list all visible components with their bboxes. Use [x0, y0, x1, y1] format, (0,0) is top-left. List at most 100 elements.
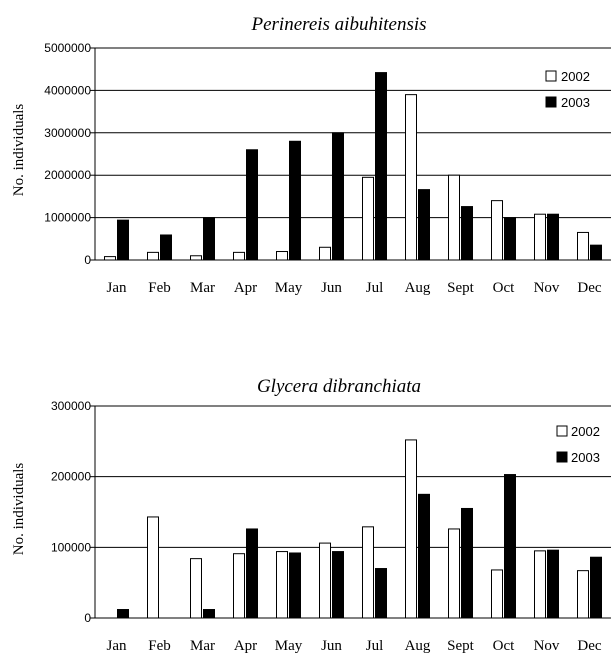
x-tick-labels: Jan Feb Mar Apr May Jun Jul Aug Sept Oct Nov Dec [107, 280, 602, 296]
bar-2003-aug [418, 189, 430, 261]
chart-glycera: Glycera dibranchiata No. individuals 0 10… [11, 376, 611, 654]
bar-2003-mar [203, 609, 215, 619]
legend-swatch-2003 [556, 451, 568, 463]
y-tick-label: 100000 [51, 540, 91, 554]
x-tick-label: May [275, 638, 303, 654]
bar-2002-nov [534, 213, 546, 261]
bar-2003-jul [375, 72, 387, 261]
bar-2002-oct [491, 569, 503, 619]
bar-2003-dec [590, 244, 602, 261]
y-tick-label: 300000 [51, 399, 91, 413]
x-tick-label: Feb [148, 638, 171, 654]
x-tick-label: Dec [577, 638, 601, 654]
y-axis-label: No. individuals [11, 104, 27, 197]
bar-2002-aug [405, 439, 417, 619]
bar-2002-jan [104, 256, 116, 261]
y-tick-labels: 0 100000 200000 300000 [51, 399, 91, 625]
gridlines [90, 405, 611, 619]
bar-2002-mar [190, 558, 202, 619]
x-tick-label: Oct [493, 280, 515, 296]
chart-title: Perinereis aibuhitensis [250, 14, 426, 35]
bar-2002-jul [362, 176, 374, 261]
x-tick-label: Oct [493, 638, 515, 654]
bars [117, 439, 602, 619]
y-tick-labels: 0 1000000 2000000 3000000 4000000 5000000 [44, 41, 91, 267]
bar-2002-dec [577, 570, 589, 619]
x-tick-label: Mar [190, 280, 215, 296]
bar-2003-oct [504, 217, 516, 261]
x-tick-label: Sept [447, 280, 475, 296]
bar-2003-jul [375, 568, 387, 619]
x-tick-label: Sept [447, 638, 475, 654]
x-tick-label: Jul [366, 638, 384, 654]
bar-2002-may [276, 551, 288, 619]
bar-2002-jul [362, 526, 374, 619]
bar-2002-jun [319, 246, 331, 261]
bar-2003-aug [418, 493, 430, 619]
bar-2003-mar [203, 217, 215, 261]
y-tick-label: 0 [84, 611, 91, 625]
x-tick-label: Jun [321, 638, 342, 654]
bar-2002-apr [233, 553, 245, 619]
y-axis-label: No. individuals [11, 463, 27, 556]
bar-2003-sept [461, 507, 473, 619]
bar-2003-jan [117, 609, 129, 619]
chart-perinereis: Perinereis aibuhitensis No. individuals … [11, 14, 611, 296]
legend-label-2003: 2003 [561, 95, 590, 110]
bar-2003-oct [504, 474, 516, 619]
bar-2003-may [289, 140, 301, 261]
y-tick-label: 3000000 [44, 126, 91, 140]
bars [104, 72, 602, 261]
bar-2003-apr [246, 149, 258, 261]
legend-swatch-2002 [556, 425, 568, 437]
x-tick-label: Aug [405, 280, 431, 296]
y-tick-label: 5000000 [44, 41, 91, 55]
chart-title: Glycera dibranchiata [257, 376, 421, 397]
bar-2002-mar [190, 255, 202, 261]
y-tick-label: 0 [84, 253, 91, 267]
bar-2003-sept [461, 206, 473, 261]
x-tick-label: Jun [321, 280, 342, 296]
legend-label-2003: 2003 [571, 450, 600, 465]
y-tick-label: 200000 [51, 470, 91, 484]
legend: 2002 2003 [545, 69, 590, 110]
bar-2003-jun [332, 551, 344, 619]
bar-2002-may [276, 251, 288, 261]
bar-2002-oct [491, 200, 503, 261]
y-tick-label: 4000000 [44, 83, 91, 97]
bar-2003-nov [547, 213, 559, 261]
bar-2003-nov [547, 549, 559, 619]
bar-2003-feb [160, 234, 172, 261]
y-tick-label: 2000000 [44, 168, 91, 182]
legend-label-2002: 2002 [571, 424, 600, 439]
bar-2003-may [289, 552, 301, 619]
x-tick-label: Jul [366, 280, 384, 296]
x-tick-label: Feb [148, 280, 171, 296]
x-tick-label: Jan [107, 638, 127, 654]
bar-2002-dec [577, 231, 589, 261]
x-tick-label: Dec [577, 280, 601, 296]
y-tick-label: 1000000 [44, 211, 91, 225]
legend-swatch-2002 [545, 70, 557, 82]
bar-2003-dec [590, 556, 602, 619]
x-tick-label: Mar [190, 638, 215, 654]
bar-2002-aug [405, 94, 417, 261]
legend-label-2002: 2002 [561, 69, 590, 84]
legend: 2002 2003 [556, 424, 600, 465]
bar-2003-jan [117, 219, 129, 261]
bar-2003-apr [246, 528, 258, 619]
bar-2002-feb [147, 251, 159, 261]
bar-2002-nov [534, 550, 546, 619]
x-tick-label: Apr [234, 638, 257, 654]
x-tick-label: Jan [107, 280, 127, 296]
legend-swatch-2003 [545, 96, 557, 108]
x-tick-label: Nov [534, 280, 560, 296]
bar-2002-sept [448, 528, 460, 619]
x-tick-label: Nov [534, 638, 560, 654]
bar-2002-sept [448, 174, 460, 261]
bar-2003-jun [332, 132, 344, 261]
x-tick-labels: Jan Feb Mar Apr May Jun Jul Aug Sept Oct Nov Dec [107, 638, 602, 654]
x-tick-label: May [275, 280, 303, 296]
gridlines [90, 47, 611, 261]
